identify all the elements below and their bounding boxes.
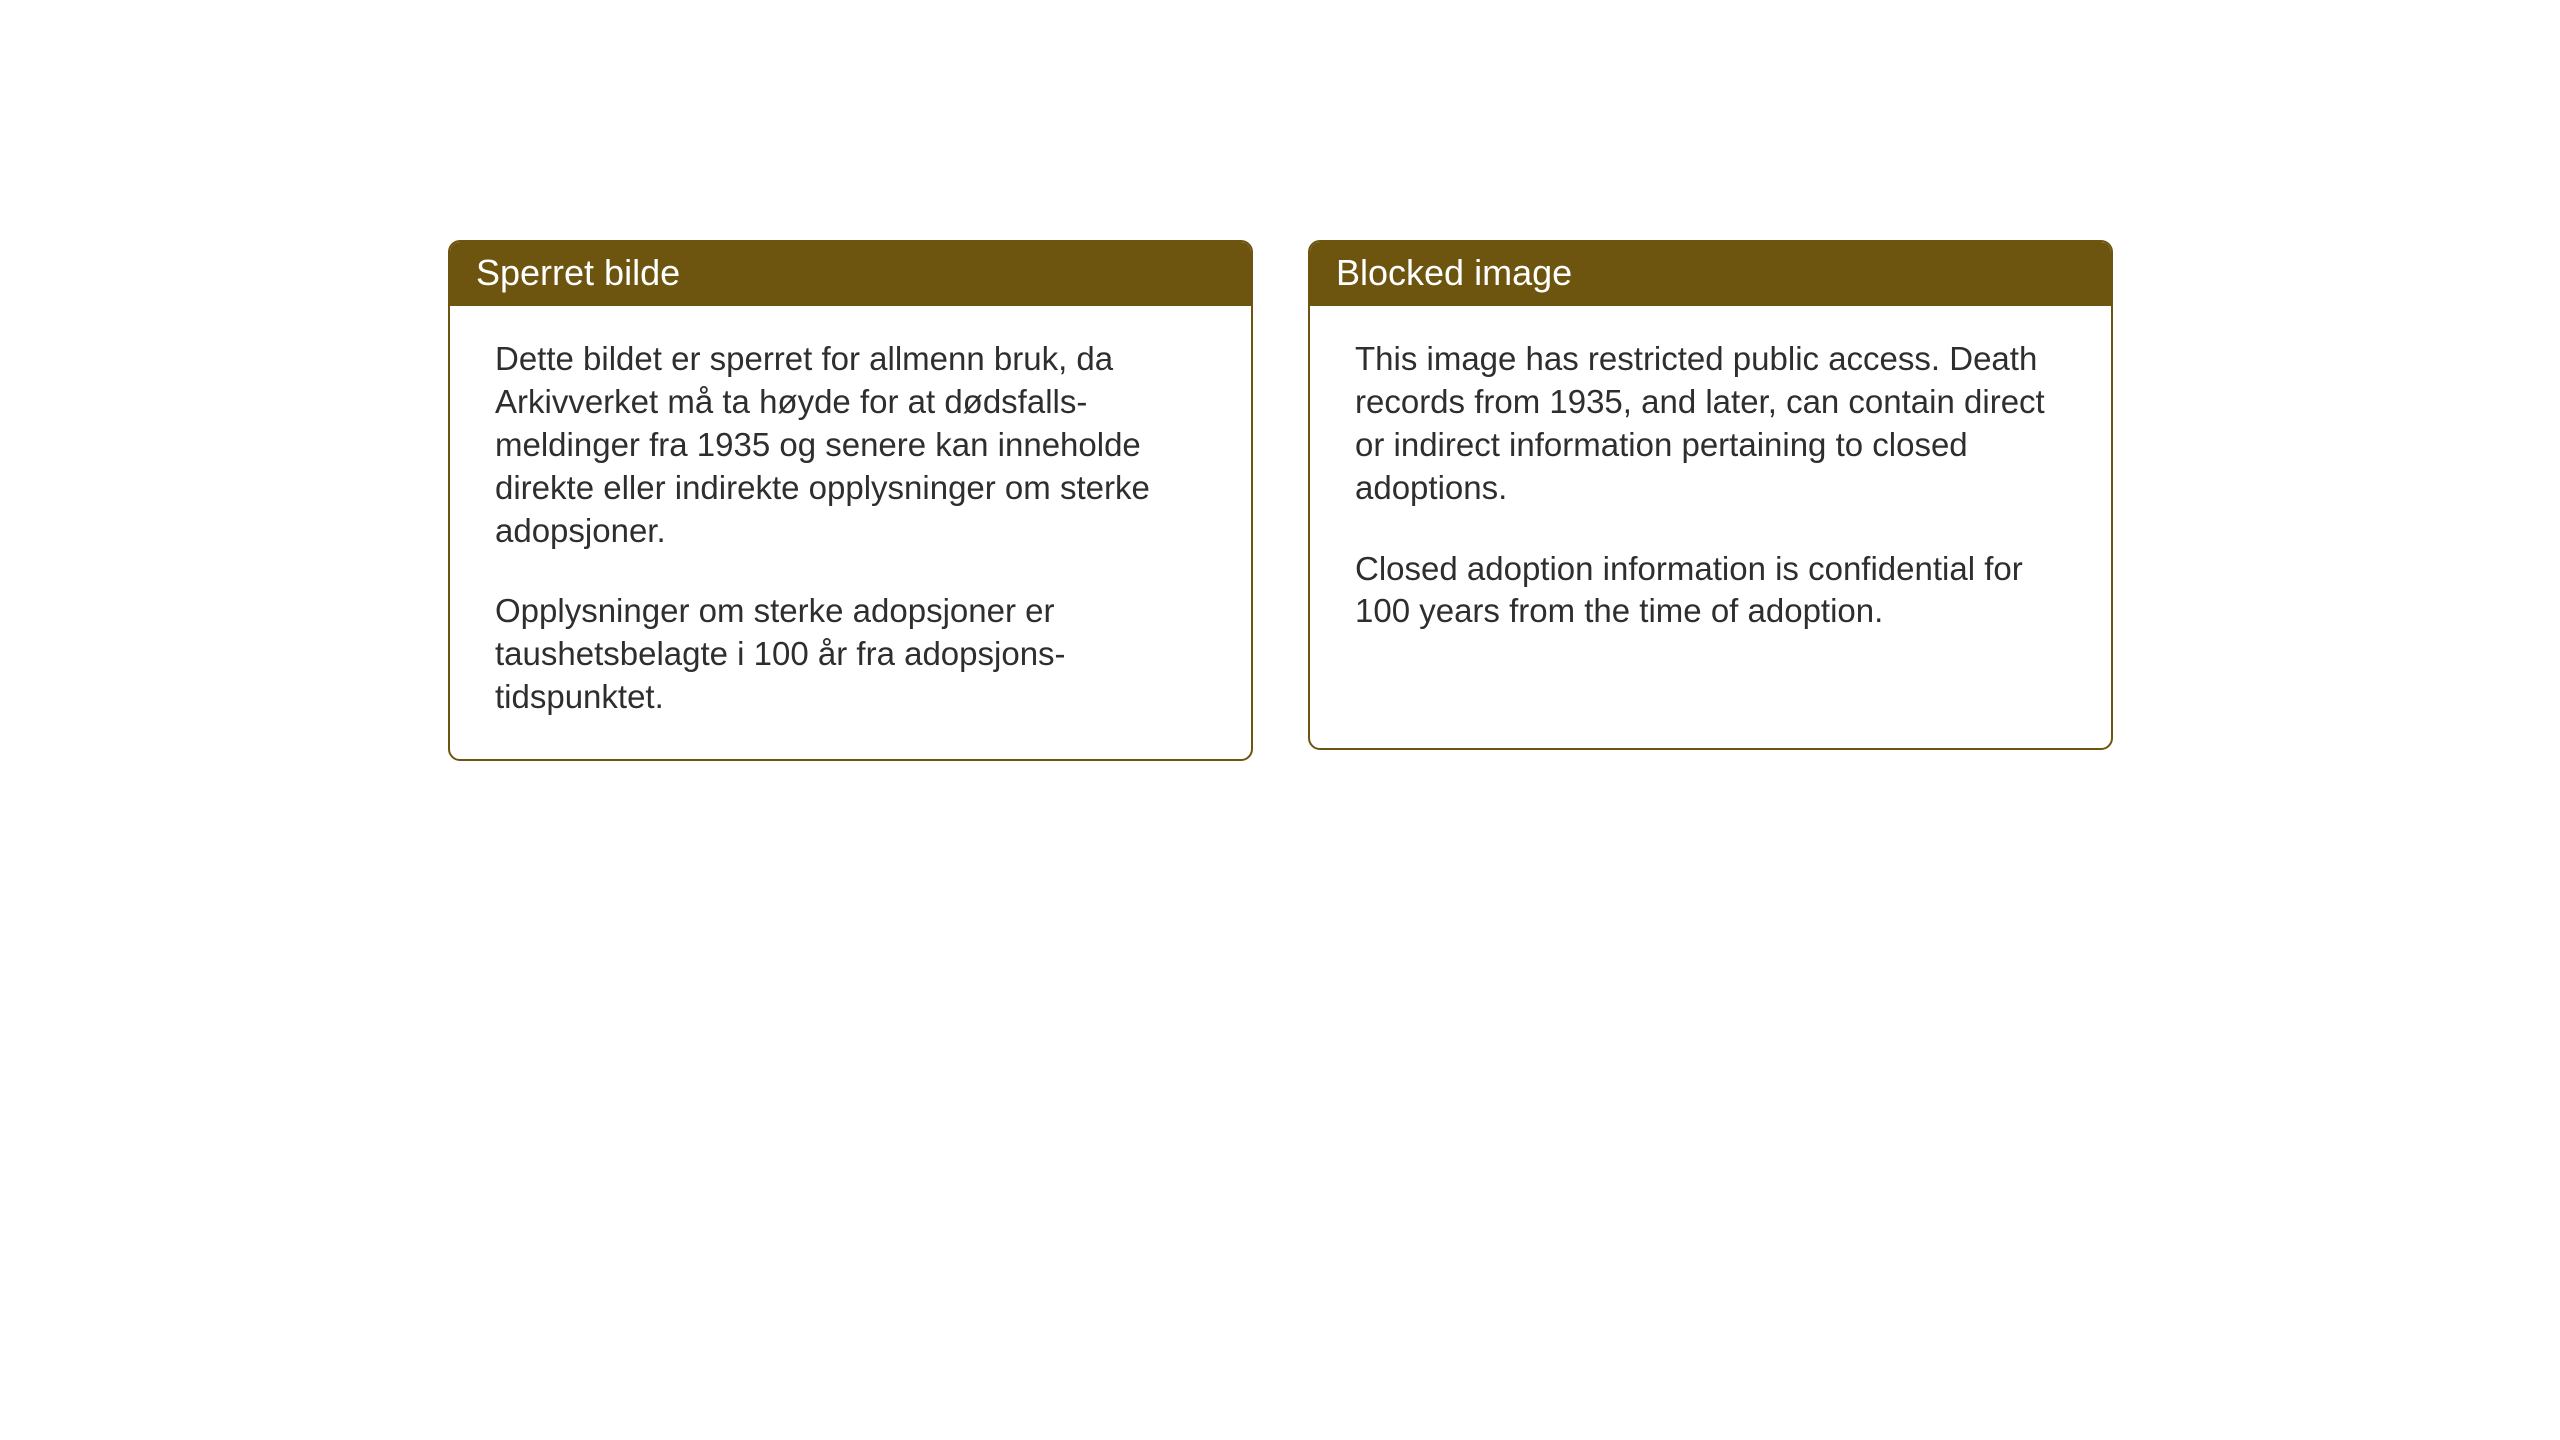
paragraph-norwegian-1: Dette bildet er sperret for allmenn bruk… (495, 338, 1206, 552)
notice-container: Sperret bilde Dette bildet er sperret fo… (448, 240, 2113, 761)
card-header-english: Blocked image (1310, 242, 2111, 306)
card-body-english: This image has restricted public access.… (1310, 306, 2111, 673)
paragraph-english-1: This image has restricted public access.… (1355, 338, 2066, 510)
paragraph-norwegian-2: Opplysninger om sterke adopsjoner er tau… (495, 590, 1206, 719)
notice-card-english: Blocked image This image has restricted … (1308, 240, 2113, 750)
paragraph-english-2: Closed adoption information is confident… (1355, 548, 2066, 634)
card-body-norwegian: Dette bildet er sperret for allmenn bruk… (450, 306, 1251, 759)
notice-card-norwegian: Sperret bilde Dette bildet er sperret fo… (448, 240, 1253, 761)
card-header-norwegian: Sperret bilde (450, 242, 1251, 306)
